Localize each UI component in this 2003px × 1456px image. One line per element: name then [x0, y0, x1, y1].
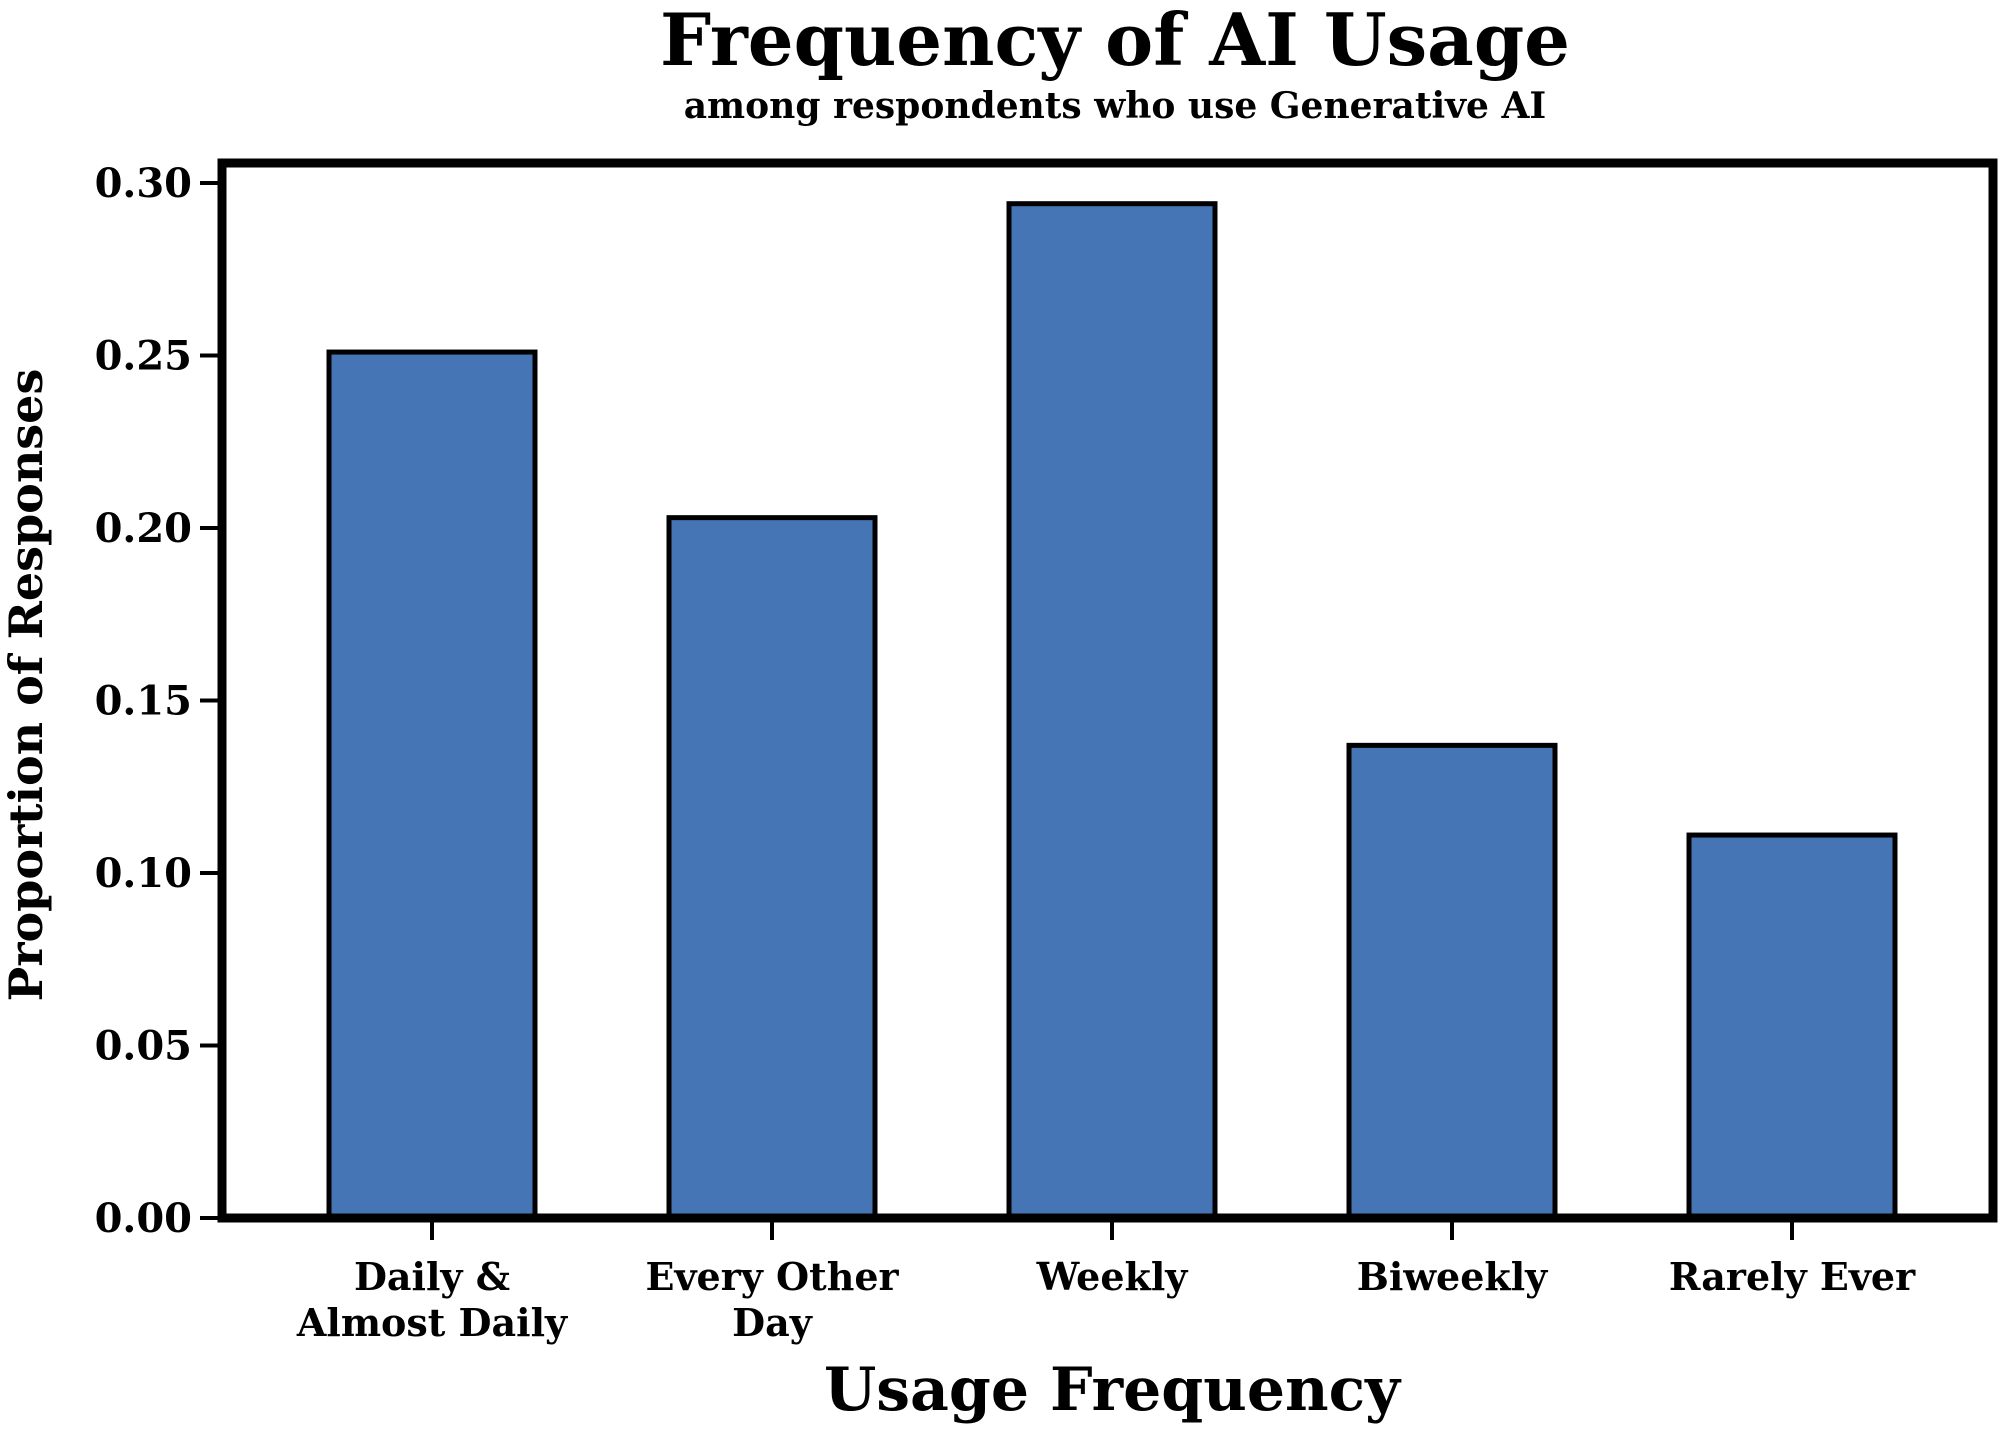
bar-4	[1686, 832, 1898, 1221]
x-tick-label-0: Daily & Almost Daily	[296, 1254, 568, 1345]
bar-0	[326, 349, 538, 1221]
bar-1	[666, 515, 878, 1221]
plot-area: 0.00 0.05 0.10 0.15 0.20 0.25 0.30 Daily & Almos…	[95, 158, 1998, 1345]
chart-subtitle: among respondents who use Generative AI	[684, 85, 1547, 127]
y-tick-label-0: 0.00	[95, 1195, 192, 1242]
bar-2	[1006, 201, 1218, 1221]
x-axis-label: Usage Frequency	[824, 1355, 1402, 1425]
y-tick-label-4: 0.20	[95, 505, 192, 552]
y-tick-label-6: 0.30	[95, 160, 192, 207]
x-tick-label-3: Biweekly	[1357, 1254, 1548, 1299]
y-tick-label-2: 0.10	[95, 850, 192, 897]
y-tick-label-5: 0.25	[95, 333, 192, 380]
x-tick-label-2: Weekly	[1036, 1254, 1189, 1299]
chart-title: Frequency of AI Usage	[660, 0, 1570, 82]
y-tick-label-1: 0.05	[95, 1023, 192, 1070]
x-tick-label-4: Rarely Ever	[1669, 1254, 1916, 1299]
bar-3	[1346, 742, 1558, 1221]
plot-frame	[217, 158, 1998, 1223]
x-tick-label-1: Every Other Day	[645, 1254, 899, 1345]
y-tick-label-3: 0.15	[95, 678, 192, 725]
y-axis-label: Proportion of Responses	[0, 369, 53, 1002]
